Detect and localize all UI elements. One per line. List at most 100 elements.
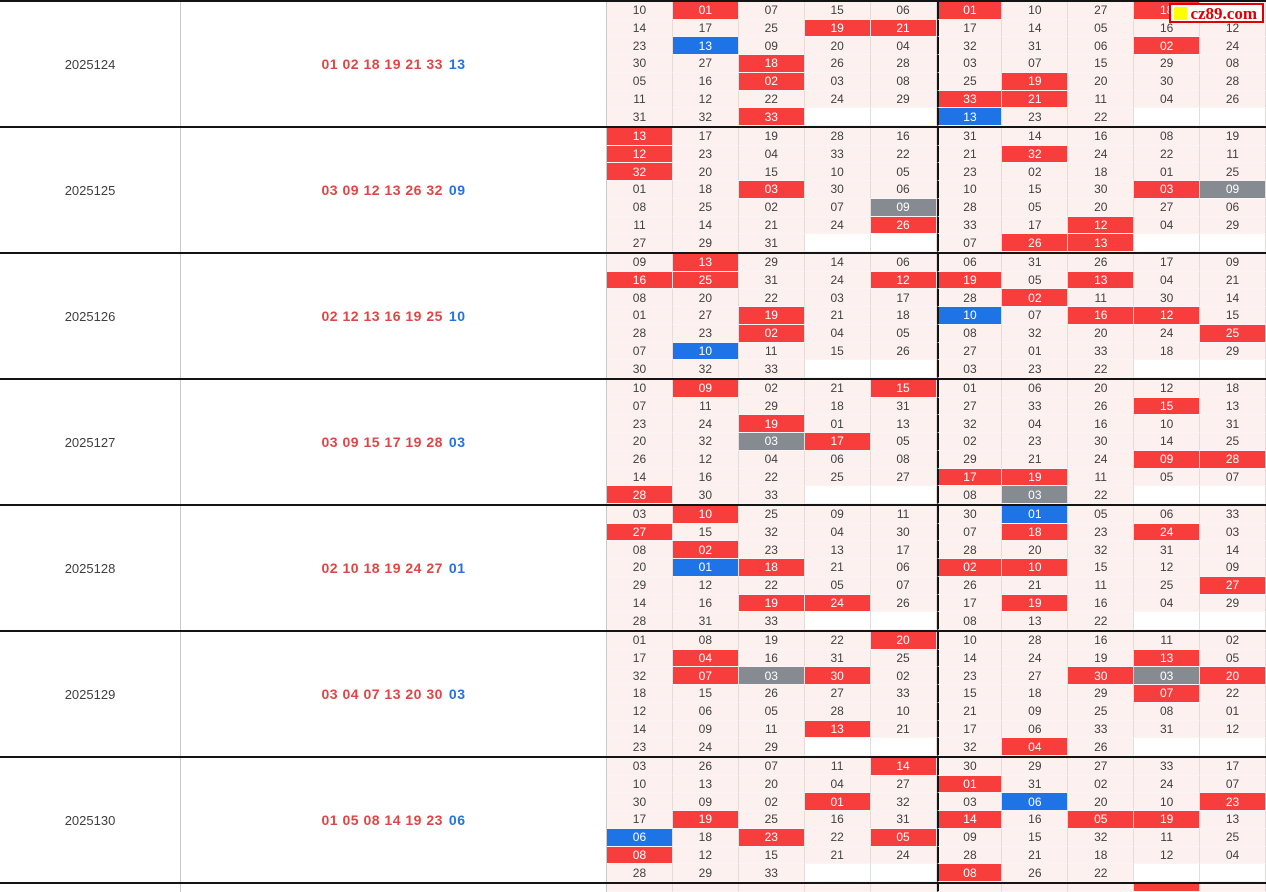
grid-cell: 26: [738, 685, 805, 703]
grid-cell: 32: [1068, 541, 1135, 560]
grid-cell: 30: [936, 758, 1003, 776]
grid-cell: 07: [1200, 775, 1266, 794]
grid-cell: 01: [804, 793, 871, 812]
grid-cell: 18: [1068, 846, 1135, 865]
empty-cell: [870, 864, 937, 882]
grid-cell: 18: [1068, 163, 1135, 182]
grid-cell: 01: [607, 632, 673, 650]
grid-cell: 27: [1200, 576, 1266, 595]
grid-cell: 18: [607, 685, 673, 703]
blue-ball: 01: [448, 560, 466, 576]
grid-cell: 12: [1134, 380, 1201, 398]
grid-cell: 33: [738, 612, 805, 630]
period-block: 2025127 03 09 15 17 19 28 03 10 09 02 21 15 01 06…: [0, 380, 1266, 506]
grid-cell: 10: [607, 775, 673, 794]
grid-cell: 16: [607, 271, 673, 290]
grid-cell: 07: [1002, 55, 1069, 73]
grid-cell: 31: [870, 811, 937, 829]
grid-cell: 20: [672, 163, 739, 182]
grid-cell: 30: [607, 55, 673, 73]
grid-cell: 05: [1068, 19, 1135, 38]
grid-cell: 27: [1068, 2, 1135, 20]
grid-cell: 11: [607, 216, 673, 235]
grid-cell: 04: [1134, 271, 1201, 290]
grid-cell: 32: [1002, 145, 1069, 164]
empty-cell: [870, 612, 937, 630]
grid-cell: 03: [1134, 667, 1201, 686]
grid-cell: 07: [936, 523, 1003, 542]
grid-cell: 08: [607, 198, 673, 217]
grid-cell: 31: [738, 234, 805, 252]
grid-cell: 23: [936, 163, 1003, 182]
number-grid: 01 08 19 22 20 10 28 16 11 02 17 04 16 31 25 14 24 19 13 05…: [607, 632, 1266, 756]
grid-cell: 31: [1002, 254, 1069, 272]
grid-cell: 05: [870, 163, 937, 182]
grid-cell: 13: [804, 541, 871, 560]
grid-cell: 24: [804, 271, 871, 290]
grid-cell: 01: [607, 181, 673, 199]
grid-cell: 11: [738, 720, 805, 739]
number-grid: 1001071506011027180914172519211714051612…: [607, 2, 1266, 126]
logo-favicon-icon: [1174, 6, 1188, 20]
grid-cell: 28: [1200, 72, 1266, 91]
grid-cell: 09: [936, 828, 1003, 847]
grid-cell: 19: [1200, 128, 1266, 146]
grid-cell: 27: [870, 468, 937, 487]
grid-cell: 15: [936, 685, 1003, 703]
grid-cell: 22: [1200, 685, 1266, 703]
grid-cell: 12: [672, 90, 739, 109]
empty-cell: [1134, 360, 1201, 378]
grid-cell: 01: [1002, 506, 1069, 524]
red-balls: 02 10 18 19 24 27: [321, 560, 443, 576]
grid-cell: 29: [1002, 758, 1069, 776]
grid-cell: 31: [804, 649, 871, 668]
grid-cell: 27: [1068, 758, 1135, 776]
red-balls: 03 09 12 13 26 32: [321, 182, 443, 198]
grid-cell: 26: [1068, 254, 1135, 272]
grid-cell: 15: [1134, 397, 1201, 416]
grid-cell: 11: [1134, 632, 1201, 650]
grid-cell: 28: [607, 324, 673, 343]
grid-cell: 01: [1002, 342, 1069, 361]
winning-numbers: 02 12 13 16 19 25 10: [181, 254, 607, 378]
grid-cell: 28: [607, 612, 673, 630]
grid-cell: 27: [607, 523, 673, 542]
grid-cell: 22: [804, 828, 871, 847]
grid-cell: 14: [1002, 19, 1069, 38]
empty-cell: [1134, 864, 1201, 882]
period-label: 2025128: [0, 506, 181, 630]
period-block: 2025128 02 10 18 19 24 27 01 03 10 25 09 11 30 01…: [0, 506, 1266, 632]
grid-cell: 21: [804, 380, 871, 398]
period-block: 2025126 02 12 13 16 19 25 10 09 13 29 14 06 06 31…: [0, 254, 1266, 380]
grid-cell: 02: [738, 72, 805, 91]
grid-cell: 02: [936, 559, 1003, 577]
grid-cell: 30: [804, 181, 871, 199]
grid-cell: 33: [1068, 342, 1135, 361]
grid-cell: [1200, 884, 1266, 892]
grid-cell: 33: [870, 685, 937, 703]
grid-cell: 11: [1200, 145, 1266, 164]
grid-cell: 29: [1200, 594, 1266, 613]
cz89-logo[interactable]: cz89.com: [1169, 3, 1264, 23]
grid-cell: [936, 884, 1003, 892]
grid-cell: 12: [672, 576, 739, 595]
grid-cell: 17: [1134, 254, 1201, 272]
grid-cell: 17: [1002, 216, 1069, 235]
grid-cell: 27: [607, 234, 673, 252]
empty-cell: [1134, 738, 1201, 756]
grid-cell: 08: [607, 289, 673, 308]
grid-cell: 02: [1002, 163, 1069, 182]
grid-cell: 04: [1002, 738, 1069, 756]
grid-cell: 11: [1068, 289, 1135, 308]
grid-cell: 09: [1200, 181, 1266, 199]
grid-cell: 32: [607, 163, 673, 182]
blue-ball: 03: [448, 686, 466, 702]
grid-cell: 12: [607, 702, 673, 721]
grid-cell: 12: [672, 846, 739, 865]
period-block: 2025130 01 05 08 14 19 23 06 03 26 07 11 14 30 29…: [0, 758, 1266, 884]
grid-cell: 24: [1134, 324, 1201, 343]
grid-cell: 07: [672, 667, 739, 686]
grid-cell: 21: [870, 720, 937, 739]
empty-cell: [1134, 108, 1201, 126]
logo-text: cz89.com: [1190, 3, 1257, 23]
